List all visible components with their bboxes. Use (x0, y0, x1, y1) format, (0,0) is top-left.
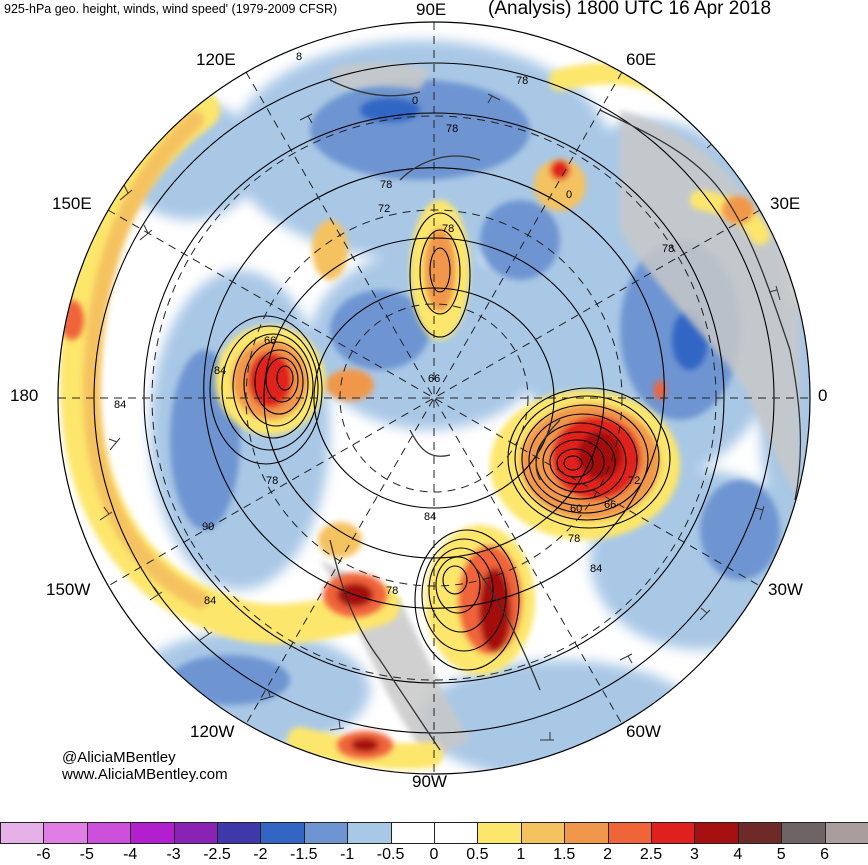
contour-label-84-d: 84 (590, 563, 602, 575)
colorbar-swatch (347, 822, 392, 844)
colorbar-legend: -6 -5 -4 -3 -2.5 -2 -1.5 -1 -0.5 0 0.5 1 1.5 2 2.5 3 4 5 6 (0, 822, 868, 865)
lon-label-150w: 150W (46, 580, 91, 599)
contour-label-78-f: 78 (266, 475, 278, 487)
contour-label-78-b: 78 (446, 123, 458, 135)
colorbar-swatch (651, 822, 696, 844)
colorbar-tick-label: -6 (36, 846, 51, 863)
colorbar-tick-label: 5 (776, 846, 786, 863)
lon-label-150e: 150E (52, 194, 92, 213)
coastlines (329, 79, 802, 751)
colorbar-tick-label: -0.5 (376, 846, 405, 863)
credit-website: www.AliciaMBentley.com (62, 766, 228, 783)
colorbar-tick-label: -2 (253, 846, 268, 863)
contour-label-78-e: 78 (662, 243, 674, 255)
lon-label-30w: 30W (768, 580, 803, 599)
lon-label-120e: 120E (196, 50, 236, 69)
colorbar-swatch (781, 822, 826, 844)
map-disc (58, 22, 810, 774)
contour-label-72: 72 (378, 203, 390, 215)
colorbar-tick-label: 1.5 (553, 846, 576, 863)
graticule (58, 22, 810, 774)
colorbar-swatch (564, 822, 609, 844)
colorbar-swatch (477, 822, 522, 844)
colorbar-tick-label: -3 (166, 846, 181, 863)
colorbar-tick-label: 0.5 (466, 846, 489, 863)
contour-label-84-e: 84 (204, 595, 216, 607)
wind-barbs (99, 93, 781, 741)
colorbar-swatch (173, 822, 218, 844)
contour-label-66-c: 66 (604, 499, 616, 511)
colorbar-swatch (434, 822, 479, 844)
contour-label-78-g: 78 (568, 533, 580, 545)
colorbar-swatch (43, 822, 88, 844)
contour-label-60: 60 (570, 503, 582, 515)
contour-label-8: 8 (296, 51, 302, 63)
lon-label-120w: 120W (190, 722, 235, 741)
colorbar-swatch (130, 822, 175, 844)
contour-label-78-a: 78 (516, 75, 528, 87)
colorbar-swatch (520, 822, 566, 844)
colorbar-tick-label: 2.5 (639, 846, 663, 863)
colorbar-swatch (737, 822, 783, 844)
lon-label-0: 0 (818, 386, 828, 405)
contour-label-84-c: 84 (424, 511, 436, 523)
colorbar-swatch (217, 822, 262, 844)
colorbar-swatch (303, 822, 349, 844)
lon-label-180: 180 (10, 386, 39, 405)
colorbar-tick-label: 1 (516, 846, 526, 863)
contour-label-78-c: 78 (380, 179, 392, 191)
colorbar-swatch (390, 822, 435, 844)
credit-handle: @AliciaMBentley (62, 749, 176, 766)
lon-label-60e: 60E (626, 50, 657, 69)
contour-label-78-d: 78 (442, 223, 454, 235)
contour-label-66-b: 66 (428, 373, 440, 385)
colorbar-tick-label: 4 (733, 846, 743, 863)
colorbar-swatch (0, 822, 45, 844)
colorbar-tick-label: 0 (429, 846, 439, 863)
contour-label-84-b: 84 (114, 399, 126, 411)
colorbar-swatch (824, 822, 868, 844)
colorbar-tick-label: -2.5 (203, 846, 231, 863)
contour-label-0-b: 0 (566, 189, 572, 201)
colorbar-swatch (694, 822, 739, 844)
colorbar-tick-label: -5 (79, 846, 94, 863)
colorbar-swatch (86, 822, 132, 844)
colorbar-tick-label: -4 (123, 846, 138, 863)
colorbar-tick-label: 3 (689, 846, 699, 863)
colorbar-tick-label: -1.5 (290, 846, 318, 863)
lon-label-60w: 60W (626, 722, 661, 741)
contour-label-84-a: 84 (214, 365, 226, 377)
colorbar-tick-label: -1 (340, 846, 355, 863)
contour-labels: 8 78 0 78 78 0 72 78 78 66 84 84 66 78 9… (114, 51, 674, 607)
contour-label-90: 90 (202, 521, 214, 533)
map-title: (Analysis) 1800 UTC 16 Apr 2018 (488, 0, 772, 19)
lon-label-90e: 90E (416, 0, 447, 19)
contour-label-0-a: 0 (412, 95, 418, 107)
contour-label-72-b: 72 (628, 475, 640, 487)
contour-label-66-a: 66 (264, 335, 276, 347)
colorbar-swatch (607, 822, 652, 844)
colorbar-swatch (260, 822, 305, 844)
map-subtitle: 925-hPa geo. height, winds, wind speed' … (4, 2, 338, 16)
polar-map: 8 78 0 78 78 0 72 78 78 66 84 84 66 78 9… (57, 21, 811, 775)
colorbar-tick-label: 6 (820, 846, 830, 863)
contour-label-78-h: 78 (386, 585, 398, 597)
map-border (57, 21, 811, 775)
colorbar-tick-label: 2 (603, 846, 613, 863)
lon-label-30e: 30E (770, 194, 801, 213)
lon-label-90w: 90W (412, 772, 447, 791)
